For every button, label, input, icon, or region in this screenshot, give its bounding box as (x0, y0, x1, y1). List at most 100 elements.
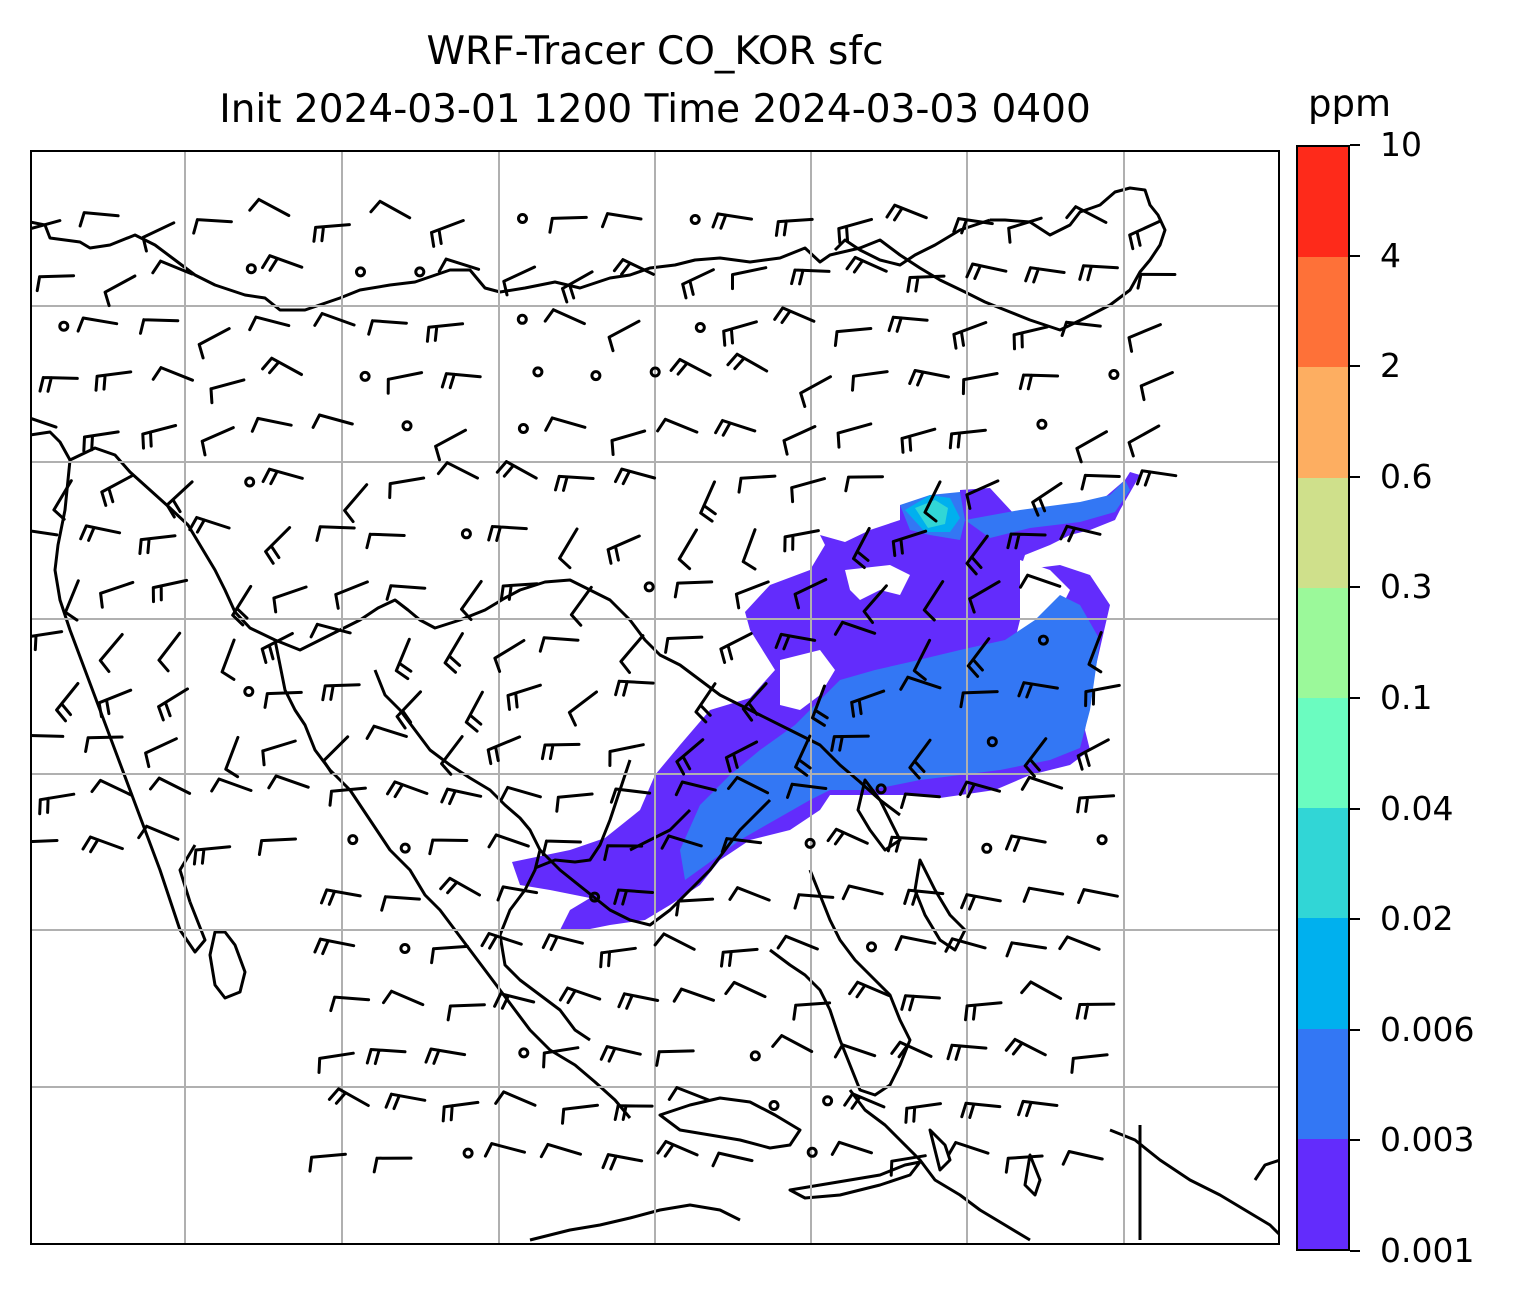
wind-barb (188, 516, 231, 534)
colorbar-label: 2 (1380, 346, 1401, 386)
wind-barb (862, 584, 888, 624)
wind-barb (261, 254, 304, 272)
colorbar-segment (1298, 367, 1348, 478)
wind-barb (425, 322, 465, 343)
wind-barb (948, 428, 987, 450)
colorbar-label: 0.3 (1380, 567, 1433, 607)
wind-barb (30, 416, 58, 429)
wind-barb (714, 419, 757, 437)
wind-barb (900, 427, 937, 454)
wind-barb (887, 315, 929, 333)
map-canvas (30, 150, 1280, 1245)
wind-barb (720, 947, 759, 968)
wind-barb (889, 1154, 927, 1177)
wind-barb (848, 980, 891, 999)
wind-barb (833, 1043, 877, 1059)
wind-barb (84, 735, 124, 753)
wind-barb (610, 429, 647, 456)
wind-barb (248, 197, 291, 217)
wind-barb (1006, 532, 1047, 550)
wind-barb (1135, 469, 1178, 487)
wind-barb (539, 1142, 582, 1159)
wind-barb (599, 946, 637, 969)
wind-barb (443, 632, 464, 674)
colorbar (1296, 145, 1350, 1251)
plume-level-0003-band (965, 480, 1130, 538)
wind-barb (968, 580, 1001, 614)
wind-barb (157, 631, 182, 673)
wind-barb (439, 876, 481, 897)
wind-barb (460, 580, 483, 621)
wind-barb (250, 416, 293, 433)
wind-barb (30, 839, 59, 844)
wind-barb (799, 375, 832, 408)
calm-wind-marker (401, 420, 413, 432)
calm-wind-marker (822, 1095, 834, 1107)
wind-barb (794, 734, 812, 777)
wind-barb (699, 480, 717, 523)
wind-barb (76, 316, 119, 333)
wind-barb (261, 356, 303, 376)
colorbar-tick (1350, 697, 1360, 699)
wind-barb (561, 1103, 599, 1125)
calm-wind-marker (590, 370, 602, 382)
wind-barb (903, 888, 945, 906)
wind-barb (664, 635, 704, 654)
wind-barb (960, 1101, 1002, 1119)
wind-barb (386, 780, 429, 799)
colorbar-segment (1298, 1028, 1348, 1139)
wind-barb (885, 203, 928, 222)
wind-barb (558, 986, 602, 1005)
wind-barb (961, 372, 999, 396)
wind-barb (1075, 430, 1108, 464)
wind-barb (542, 1046, 580, 1069)
calm-wind-marker (689, 214, 701, 225)
wind-barb (776, 934, 819, 951)
wind-barb (607, 319, 641, 353)
wind-barb (548, 215, 588, 234)
wind-barb (1080, 473, 1121, 491)
wind-barb (728, 886, 771, 902)
wind-barb (35, 274, 76, 293)
wind-barb (365, 1048, 407, 1066)
wind-barb (487, 525, 528, 542)
wind-barb (1020, 980, 1063, 1000)
plume-gap-central (780, 650, 835, 710)
wind-barb (313, 312, 356, 327)
wind-barb (97, 688, 133, 719)
wind-barb (852, 527, 871, 569)
wind-barb (1128, 219, 1163, 251)
wind-barb (440, 735, 464, 776)
wind-barb (675, 897, 715, 917)
colorbar-unit: ppm (1308, 82, 1392, 125)
plume-gap-north (845, 565, 910, 600)
wind-barb (569, 585, 593, 627)
wind-barb (165, 480, 194, 519)
colorbar-tick (1350, 1250, 1360, 1252)
colorbar-label: 0.02 (1380, 899, 1454, 939)
wind-barb (487, 833, 530, 849)
wind-barb (655, 1049, 695, 1067)
wind-barb (430, 219, 465, 248)
wind-barb (541, 839, 582, 857)
wind-barb (200, 426, 235, 457)
wind-barb (608, 743, 645, 767)
wind-barb (544, 416, 587, 432)
wind-barb (720, 837, 763, 854)
wind-barb (267, 774, 310, 790)
wind-barb (833, 327, 873, 347)
wind-barb (540, 742, 581, 761)
calm-wind-marker (532, 366, 544, 378)
wind-barb (890, 1040, 933, 1059)
wind-barb (538, 636, 580, 653)
wind-barb (315, 525, 356, 542)
wind-barb (192, 218, 233, 235)
wind-barb (599, 1045, 642, 1063)
wind-barb (613, 1104, 654, 1121)
wind-barb (1076, 738, 1110, 771)
colorbar-label: 0.003 (1380, 1120, 1475, 1160)
calm-wind-marker (981, 842, 993, 854)
calm-wind-marker (1096, 834, 1108, 846)
wind-barb (365, 532, 406, 550)
wind-barb (786, 782, 828, 799)
